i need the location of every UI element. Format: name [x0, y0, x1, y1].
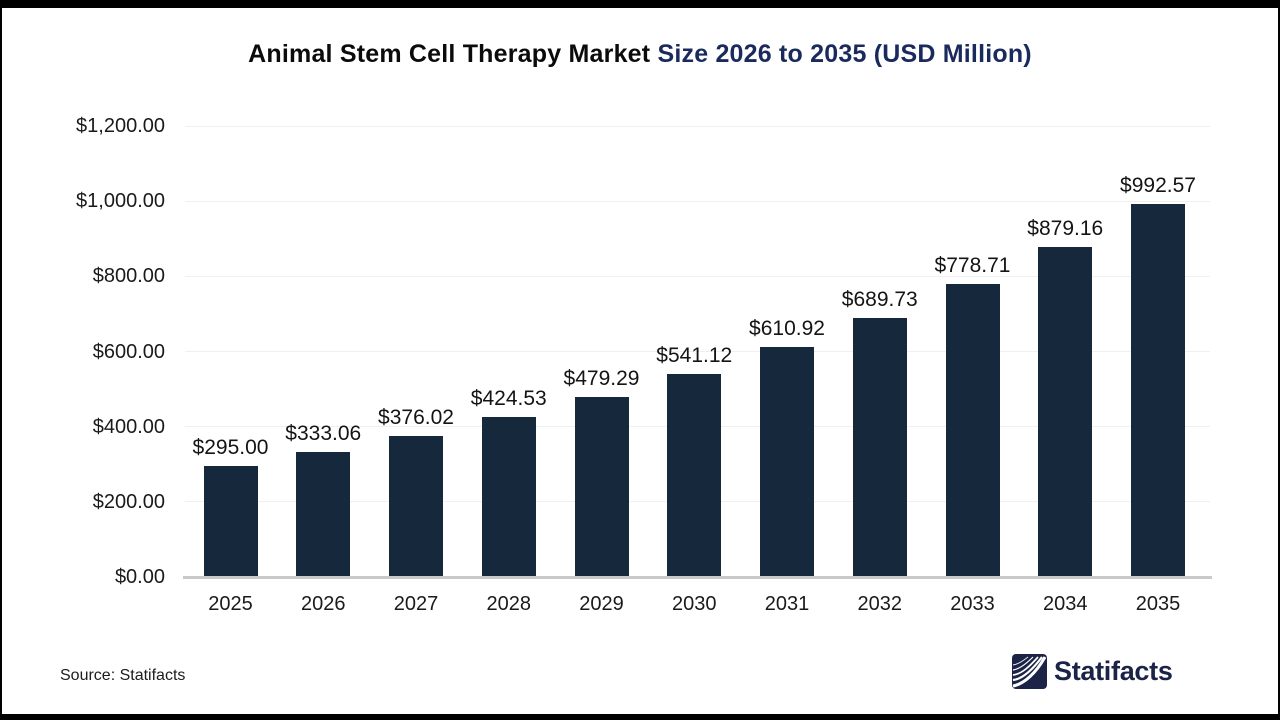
bar-2026	[296, 451, 351, 577]
y-axis-tick-label: $0.00	[114, 566, 165, 588]
x-axis-category-label: 2027	[393, 593, 439, 615]
bar-value-label: $333.06	[285, 421, 362, 445]
y-axis-tick-label: $600.00	[92, 340, 165, 363]
frame-border-right	[1278, 0, 1280, 720]
bar-2027	[389, 435, 443, 577]
chart-title: Animal Stem Cell Therapy Market Size 202…	[0, 40, 1280, 69]
bar-2035	[1131, 203, 1185, 577]
frame-border-bottom	[0, 714, 1280, 720]
x-axis-category-label: 2028	[486, 593, 532, 615]
bar-value-label: $879.16	[1027, 216, 1104, 240]
y-axis-tick-label: $800.00	[92, 265, 165, 288]
bar-2031	[760, 347, 814, 577]
y-axis-tick-label: $1,200.00	[76, 115, 165, 137]
x-axis-category-label: 2025	[208, 593, 253, 615]
bar-value-label: $295.00	[192, 436, 269, 460]
y-axis-tick-label: $1,000.00	[76, 190, 165, 213]
y-axis-tick-label: $200.00	[92, 490, 165, 513]
x-axis-category-label: 2026	[301, 593, 346, 615]
bar-value-label: $689.73	[841, 287, 918, 311]
x-axis-category-label: 2032	[857, 593, 903, 615]
bar-2029	[574, 396, 629, 577]
gridline	[185, 200, 1210, 202]
bar-2032	[852, 317, 907, 577]
bar-2028	[481, 417, 536, 577]
bar-value-label: $376.02	[378, 405, 454, 429]
gridline	[185, 351, 1210, 352]
bar-2030	[667, 373, 722, 577]
x-axis-category-label: 2030	[672, 593, 717, 615]
bar-2025	[203, 466, 258, 577]
x-axis-line	[183, 576, 1212, 579]
bar-2034	[1038, 246, 1093, 577]
bar-value-label: $778.71	[934, 254, 1011, 278]
brand-wordmark: Statifacts	[1054, 655, 1173, 686]
statifacts-logo-icon	[1012, 653, 1047, 689]
bar-value-label: $610.92	[749, 317, 825, 341]
bar-2033	[945, 284, 1000, 577]
x-axis-category-label: 2034	[1043, 593, 1088, 615]
frame-border-top	[0, 0, 1280, 8]
x-axis-category-label: 2029	[579, 593, 624, 615]
bar-value-label: $424.53	[470, 387, 547, 411]
x-axis-category-label: 2035	[1135, 593, 1181, 615]
brand-logo: Statifacts	[1012, 651, 1173, 691]
y-axis-tick-label: $400.00	[92, 415, 165, 438]
frame-border-left	[0, 0, 2, 720]
bar-value-label: $479.29	[563, 366, 640, 390]
gridline	[185, 275, 1210, 277]
x-axis-category-label: 2031	[764, 593, 810, 615]
bar-value-label: $541.12	[656, 343, 733, 367]
bar-value-label: $992.57	[1120, 173, 1196, 197]
x-axis-category-label: 2033	[950, 593, 995, 615]
gridline	[185, 125, 1210, 127]
chart-title-main: Animal Stem Cell Therapy Market	[248, 40, 651, 68]
source-note: Source: Statifacts	[60, 667, 186, 684]
chart-title-accent: Size 2026 to 2035 (USD Million)	[657, 40, 1032, 68]
